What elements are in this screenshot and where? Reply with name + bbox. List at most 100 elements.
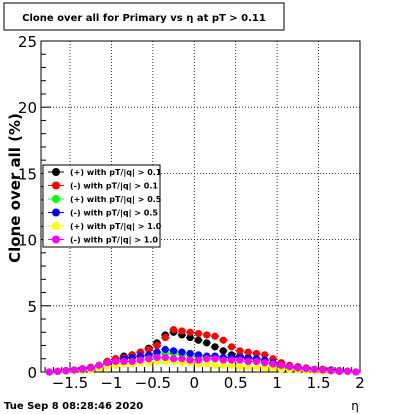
series-5	[45, 353, 360, 376]
legend-label: (+) with pT/|q| > 0.1	[70, 168, 162, 177]
title-box	[3, 2, 285, 31]
data-point	[252, 349, 261, 358]
data-point	[219, 361, 227, 369]
data-point	[352, 368, 360, 376]
data-point	[211, 355, 219, 363]
data-point	[211, 343, 219, 351]
data-point	[219, 347, 227, 355]
data-point	[277, 361, 285, 369]
legend-box	[42, 164, 161, 248]
legend-label: (-) with pT/|q| > 1.0	[70, 236, 158, 245]
legend-label: (-) with pT/|q| > 0.5	[70, 209, 158, 218]
legend: (+) with pT/|q| > 0.1 (-) with pT/|q| > 0…	[42, 164, 162, 248]
data-point	[95, 361, 103, 369]
data-point	[219, 336, 227, 344]
data-point	[62, 367, 70, 375]
data-point	[111, 357, 120, 366]
x-tick-label: −1	[100, 374, 122, 392]
legend-marker	[52, 195, 60, 203]
data-point	[78, 365, 87, 373]
data-point	[87, 364, 95, 372]
y-tick-label: 25	[18, 33, 37, 51]
data-point	[194, 351, 203, 359]
x-tick-label: 1	[272, 374, 282, 392]
x-tick-label: 0.5	[224, 374, 248, 392]
timestamp: Tue Sep 8 08:28:46 2020	[4, 401, 143, 412]
data-points	[45, 326, 360, 376]
data-point	[103, 359, 111, 367]
data-point	[178, 327, 186, 335]
x-tick-label: −0.5	[135, 374, 171, 392]
data-point	[343, 367, 352, 375]
data-point	[227, 356, 236, 364]
data-point	[186, 349, 194, 358]
data-point	[169, 347, 178, 355]
data-point	[261, 359, 269, 367]
data-point	[153, 348, 161, 356]
data-point	[244, 357, 252, 366]
data-point	[319, 366, 327, 374]
data-point	[335, 367, 343, 375]
data-point	[203, 331, 211, 339]
data-point	[244, 348, 252, 356]
data-point	[244, 363, 252, 371]
legend-label: (+) with pT/|q| > 1.0	[70, 222, 162, 231]
data-point	[285, 363, 294, 371]
data-point	[261, 351, 269, 359]
y-tick-label: 15	[18, 165, 37, 183]
data-point	[136, 356, 145, 364]
data-point	[186, 328, 194, 336]
data-point	[252, 363, 261, 371]
data-point	[161, 333, 169, 342]
y-tick-label: 5	[27, 298, 37, 316]
data-point	[194, 330, 203, 338]
data-point	[302, 365, 310, 373]
data-point	[236, 347, 244, 355]
x-tick-label: −1.5	[52, 374, 88, 392]
data-point	[186, 356, 194, 364]
data-point	[310, 365, 319, 373]
legend-label: (-) with pT/|q| > 0.1	[70, 182, 158, 191]
data-point	[178, 348, 186, 356]
data-point	[153, 341, 161, 350]
data-point	[194, 336, 203, 344]
data-point	[145, 345, 153, 354]
data-point	[227, 343, 236, 351]
x-tick-label: 0	[190, 374, 200, 392]
data-point	[161, 345, 169, 354]
chart-title: Clone over all for Primary vs η at pT > …	[22, 13, 266, 24]
data-point	[45, 368, 53, 376]
data-point	[70, 366, 78, 374]
data-point	[327, 367, 335, 375]
data-point	[153, 353, 161, 362]
data-point	[128, 357, 136, 366]
data-point	[186, 333, 194, 342]
data-point	[236, 363, 244, 371]
legend-marker	[52, 208, 60, 217]
data-point	[178, 355, 186, 363]
legend-marker	[52, 168, 60, 176]
data-point	[211, 361, 219, 369]
data-point	[203, 355, 211, 363]
legend-marker	[52, 181, 60, 190]
data-point	[236, 356, 244, 364]
data-point	[145, 355, 153, 363]
data-point	[161, 353, 169, 362]
legend-marker	[52, 222, 60, 230]
data-point	[194, 356, 203, 364]
data-point	[169, 326, 178, 334]
data-point	[227, 361, 236, 369]
data-point	[269, 360, 277, 368]
data-point	[294, 364, 302, 372]
data-point	[203, 339, 211, 347]
y-axis-title: Clone over all (%)	[6, 113, 24, 263]
data-point	[219, 356, 227, 364]
data-point	[252, 357, 261, 366]
y-tick-label: 20	[18, 99, 37, 117]
x-axis-title: η	[351, 399, 359, 413]
x-tick-label: 1.5	[307, 374, 331, 392]
data-point	[169, 355, 178, 363]
data-point	[261, 364, 269, 372]
data-point	[211, 332, 219, 340]
